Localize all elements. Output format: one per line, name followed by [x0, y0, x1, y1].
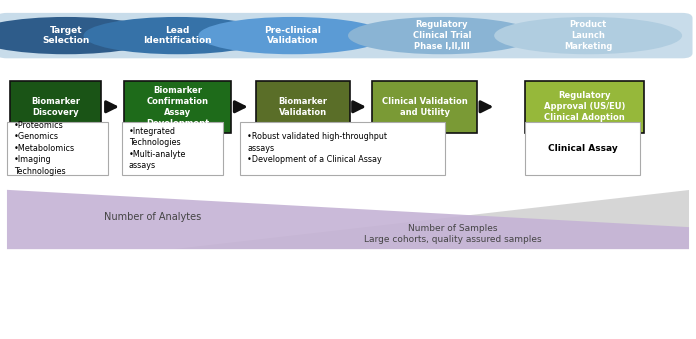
- FancyBboxPatch shape: [525, 122, 640, 175]
- Text: Number of Samples
Large cohorts, quality assured samples: Number of Samples Large cohorts, quality…: [363, 224, 541, 244]
- Text: Biomarker
Validation: Biomarker Validation: [278, 97, 327, 117]
- FancyBboxPatch shape: [525, 80, 644, 133]
- Text: Pre-clinical
Validation: Pre-clinical Validation: [264, 26, 321, 45]
- Text: Regulatory
Approval (US/EU)
Clinical Adoption: Regulatory Approval (US/EU) Clinical Ado…: [544, 91, 625, 122]
- FancyBboxPatch shape: [240, 122, 445, 175]
- Text: •Integrated
Technologies
•Multi-analyte
assays: •Integrated Technologies •Multi-analyte …: [129, 127, 186, 170]
- Polygon shape: [7, 190, 689, 249]
- Text: Biomarker
Confirmation
Assay
Development: Biomarker Confirmation Assay Development: [146, 86, 209, 128]
- Text: Lead
Identification: Lead Identification: [143, 26, 212, 45]
- Ellipse shape: [84, 17, 271, 54]
- Text: •Robust validated high-throughput
assays
•Development of a Clinical Assay: •Robust validated high-throughput assays…: [247, 132, 387, 164]
- Text: Number of Analytes: Number of Analytes: [104, 212, 202, 222]
- FancyBboxPatch shape: [10, 80, 101, 133]
- Text: •Proteomics
•Genomics
•Metabolomics
•Imaging
Technologies: •Proteomics •Genomics •Metabolomics •Ima…: [14, 121, 75, 176]
- FancyBboxPatch shape: [7, 122, 108, 175]
- Text: Clinical Validation
and Utility: Clinical Validation and Utility: [381, 97, 468, 117]
- FancyBboxPatch shape: [372, 80, 477, 133]
- Text: Biomarker
Discovery: Biomarker Discovery: [31, 97, 80, 117]
- FancyBboxPatch shape: [122, 122, 223, 175]
- FancyBboxPatch shape: [124, 80, 231, 133]
- Text: Regulatory
Clinical Trial
Phase I,II,III: Regulatory Clinical Trial Phase I,II,III: [413, 20, 471, 51]
- Polygon shape: [174, 190, 689, 249]
- Text: Product
Launch
Marketing: Product Launch Marketing: [564, 20, 612, 51]
- Text: Clinical Assay: Clinical Assay: [548, 144, 618, 153]
- Text: Target
Selection: Target Selection: [42, 26, 90, 45]
- Ellipse shape: [198, 17, 386, 54]
- Ellipse shape: [348, 17, 536, 54]
- FancyBboxPatch shape: [256, 80, 349, 133]
- Ellipse shape: [494, 17, 682, 54]
- Ellipse shape: [0, 17, 160, 54]
- FancyBboxPatch shape: [0, 13, 693, 58]
